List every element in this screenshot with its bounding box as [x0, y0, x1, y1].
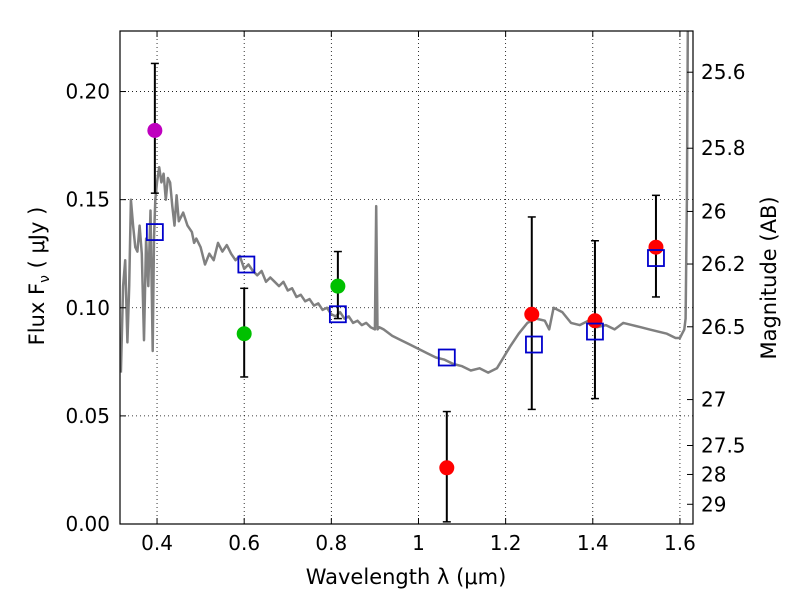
y2-tick-label: 29: [701, 492, 726, 516]
x-tick-label: 1.4: [577, 531, 609, 555]
y2-tick-label: 26.5: [701, 315, 746, 339]
observed-red-point: [524, 306, 540, 322]
data-points: [145, 122, 665, 476]
y-tick-label: 0.20: [65, 80, 110, 104]
y-tick-label: 0.00: [65, 512, 110, 536]
error-bars: [150, 62, 660, 523]
y2-tick-label: 26: [701, 199, 726, 223]
model-photometry-square: [586, 322, 604, 341]
y2-tick-label: 27.5: [701, 433, 746, 457]
x-tick-label: 0.6: [228, 531, 260, 555]
x-tick-label: 1: [412, 531, 425, 555]
y2-axis-label: Magnitude (AB): [757, 196, 781, 359]
grid: [120, 31, 693, 525]
y2-tick-label: 25.6: [701, 60, 746, 84]
model-photometry-square: [145, 223, 164, 241]
y2-tick-label: 26.2: [701, 252, 746, 276]
y-axis-label-subscript: ν: [37, 275, 53, 283]
y2-tick-label: 28: [701, 462, 726, 486]
x-tick-label: 1.2: [490, 531, 522, 555]
x-tick-label: 0.8: [315, 531, 347, 555]
model-photometry-square: [328, 305, 347, 324]
model-photometry-square: [647, 249, 665, 267]
model-photometry-square: [237, 255, 256, 274]
y-tick-label: 0.05: [65, 404, 110, 428]
model-photometry-square: [437, 348, 456, 367]
observed-red-point: [648, 239, 664, 255]
x-tick-label: 1.6: [664, 531, 696, 555]
x-axis-label: Wavelength λ (μm): [306, 565, 507, 589]
y-axis-label-unit: ( μJy ): [25, 207, 49, 275]
axis-ticks: 0.4 0.6 0.8 1 1.2 1.4 1.6 0.00 0.05 0.10 0.15 0.20 2…: [65, 31, 746, 555]
model-sed-layer: [119, 30, 690, 374]
plot-frame: [119, 30, 694, 525]
y-axis-label: Flux Fν ( μJy ): [25, 207, 53, 346]
model-photometry-square: [525, 335, 543, 354]
y-tick-label: 0.10: [65, 296, 110, 320]
y-tick-label: 0.15: [65, 188, 110, 212]
observed-green-point: [330, 278, 346, 294]
observed-red-point: [587, 313, 603, 329]
x-tick-label: 0.4: [141, 531, 173, 555]
y2-tick-label: 27: [701, 388, 726, 412]
observed-green-point: [236, 326, 252, 342]
y2-tick-label: 25.8: [701, 136, 746, 160]
observed-red-point: [439, 460, 455, 476]
model-sed-line: [119, 30, 690, 374]
observed-magenta-point: [147, 122, 163, 138]
y-axis-label-main: Flux F: [25, 283, 49, 345]
